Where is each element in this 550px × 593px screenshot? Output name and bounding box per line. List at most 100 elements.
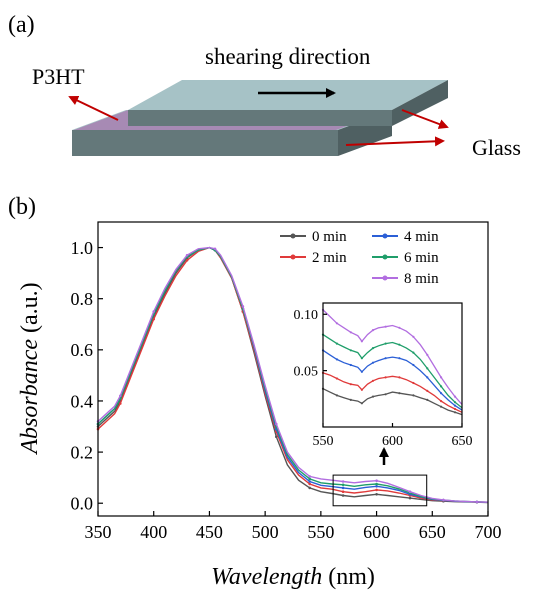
main-point-0-min — [375, 493, 378, 496]
inset-point-8-min — [384, 325, 387, 328]
main-x-tick-label: 650 — [419, 522, 446, 542]
main-x-tick-label: 600 — [363, 522, 390, 542]
main-point-2-min — [119, 402, 122, 405]
main-point-4-min — [341, 486, 345, 490]
inset-point-2-min — [360, 388, 363, 391]
panel-a: (a) shearing direction P3HT Glass — [8, 12, 521, 160]
inset-region-rectangle — [332, 474, 428, 507]
main-y-tick-label: 0.8 — [71, 289, 94, 309]
main-point-0-min — [308, 486, 312, 490]
main-x-tick-label: 550 — [307, 522, 334, 542]
main-point-8-min — [119, 394, 122, 398]
inset-point-0-min — [349, 398, 352, 401]
main-point-8-min — [275, 422, 278, 426]
inset-point-8-min — [371, 329, 375, 332]
inset-series-line-8-min — [322, 309, 463, 405]
main-plot-frame — [97, 221, 489, 517]
inset-series-group — [321, 308, 463, 416]
main-point-8-min — [185, 253, 189, 257]
inset-background — [323, 303, 462, 427]
main-x-tick-label: 350 — [85, 522, 112, 542]
main-y-tick-label: 0.2 — [71, 442, 94, 462]
inset-point-8-min — [453, 395, 457, 398]
inset-point-0-min — [412, 394, 415, 397]
glass-arrow-bottom — [345, 136, 445, 147]
inset-ticks: 550 600 650 0.05 0.10 — [294, 308, 473, 449]
inset-point-2-min — [398, 376, 401, 379]
p3ht-arrow — [68, 95, 119, 121]
legend-marker-2-min — [290, 254, 296, 260]
main-point-8-min — [408, 490, 412, 494]
inset-point-4-min — [384, 357, 387, 360]
inset-series-line-4-min — [322, 349, 463, 411]
main-y-tick-label: 0.4 — [71, 391, 94, 411]
shear-label: shearing direction — [205, 44, 371, 69]
inset-point-2-min — [453, 407, 457, 411]
inset-point-0-min — [440, 405, 443, 408]
main-point-2-min — [341, 490, 345, 494]
panel-a-label: (a) — [8, 12, 35, 38]
inset-x-tick-label: 650 — [452, 434, 473, 449]
main-y-tick-label: 1.0 — [71, 238, 94, 258]
x-axis-label-unit: (nm) — [328, 564, 375, 590]
main-series-group — [96, 246, 489, 504]
inset-series-line-2-min — [322, 372, 463, 413]
main-point-0-min — [408, 496, 412, 500]
legend-label-8-min: 8 min — [404, 271, 439, 287]
main-point-0-min — [341, 494, 345, 497]
main-y-tick-label: 0.0 — [71, 494, 94, 514]
inset-point-4-min — [453, 404, 457, 407]
inset-point-6-min — [453, 401, 457, 404]
main-x-tick-label: 700 — [475, 522, 502, 542]
inset-point-2-min — [371, 379, 375, 382]
inset-point-6-min — [426, 367, 429, 370]
inset-point-8-min — [412, 335, 415, 338]
inset-point-8-min — [426, 353, 429, 356]
inset-point-6-min — [384, 342, 387, 345]
inset-point-4-min — [360, 370, 363, 373]
main-x-tick-label: 500 — [252, 522, 279, 542]
main-point-8-min — [308, 475, 312, 478]
inset-point-8-min — [398, 326, 401, 329]
panel-b: (b) 350 400 450 500 550 600 650 700 0.0 0.2 0.4 0.6… — [8, 194, 502, 590]
legend-label-2-min: 2 min — [312, 250, 347, 266]
inset-point-4-min — [371, 361, 375, 364]
p3ht-label: P3HT — [32, 64, 85, 89]
main-point-8-min — [475, 500, 479, 504]
inset-point-2-min — [412, 381, 415, 385]
top-glass-side — [392, 80, 448, 126]
main-point-8-min — [152, 310, 155, 313]
inset-point-2-min — [335, 377, 338, 380]
legend-label-0-min: 0 min — [312, 229, 347, 245]
inset-point-6-min — [349, 349, 352, 352]
top-glass-front — [128, 110, 392, 126]
x-axis-label: Wavelength (nm) — [211, 564, 375, 590]
legend-label-4-min: 4 min — [404, 229, 439, 245]
inset-point-8-min — [335, 322, 338, 325]
main-x-tick-label: 400 — [140, 522, 167, 542]
main-axes — [97, 221, 489, 517]
main-point-2-min — [308, 482, 312, 486]
inset-point-0-min — [398, 392, 401, 395]
legend-marker-8-min — [382, 275, 388, 281]
inset-series-line-0-min — [322, 388, 463, 416]
main-x-tick-label: 450 — [196, 522, 223, 542]
main-chart: 350 400 450 500 550 600 650 700 0.0 0.2 0.4 0.6 0.8 1… — [71, 221, 502, 542]
main-series-line-0-min — [97, 246, 489, 504]
inset-point-8-min — [349, 331, 352, 334]
panel-b-label: (b) — [8, 194, 36, 220]
main-series-line-8-min — [97, 246, 489, 503]
main-point-4-min — [308, 480, 312, 483]
inset-point-2-min — [440, 400, 443, 403]
inset-point-6-min — [360, 357, 363, 360]
inset-point-8-min — [360, 340, 363, 343]
main-point-6-min — [308, 477, 312, 481]
x-axis-label-name: Wavelength — [211, 564, 322, 590]
top-glass-top — [128, 80, 448, 110]
inset-point-4-min — [335, 358, 338, 361]
inset-point-2-min — [349, 383, 352, 386]
inset-point-4-min — [440, 392, 443, 395]
inset-point-0-min — [384, 393, 387, 396]
inset-point-6-min — [440, 385, 443, 388]
inset-point-6-min — [412, 351, 415, 354]
